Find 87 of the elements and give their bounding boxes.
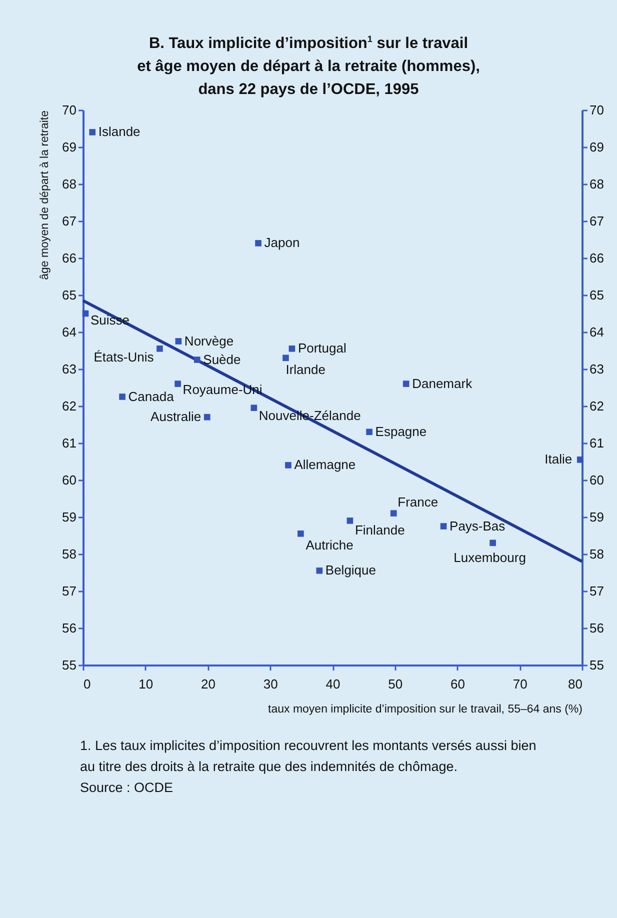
point bbox=[402, 380, 410, 387]
y-tick-label: 59 bbox=[62, 510, 76, 524]
x-tick-label: 10 bbox=[138, 676, 154, 692]
x-tick-label: 60 bbox=[450, 676, 465, 692]
y-tick-label: 60 bbox=[62, 472, 76, 488]
y-tick-label: 69 bbox=[62, 140, 76, 154]
x-tick-label: 50 bbox=[388, 676, 403, 692]
point bbox=[156, 345, 163, 352]
point bbox=[255, 240, 262, 246]
x-tick-label: 0 bbox=[84, 676, 91, 692]
point bbox=[298, 530, 304, 537]
y-tick-label: 62 bbox=[62, 398, 76, 414]
point bbox=[390, 510, 397, 516]
chart-title: B. Taux implicite d’imposition$^{1}$ sur le travail et âge moyen de départ à la retraite (hommes), dans 22 pays de l’OCDE, 1995 bbox=[136, 33, 481, 100]
point bbox=[174, 380, 181, 387]
y-tick-label: 67 bbox=[62, 214, 76, 228]
annotation: Canada bbox=[128, 388, 175, 404]
annotation: Espagne bbox=[375, 424, 427, 439]
y-tick-label: 55 bbox=[62, 658, 76, 672]
x-axis-title: taux moyen implicite d’imposition sur le travail, 55–64 ans (%) bbox=[268, 704, 583, 716]
point bbox=[194, 356, 200, 363]
point bbox=[346, 518, 354, 524]
point bbox=[490, 540, 496, 546]
source-note: Source : OCDE bbox=[80, 779, 174, 797]
y2-tick-label: 69 bbox=[590, 140, 604, 154]
annotation: Luxembourg bbox=[454, 550, 526, 565]
y2-tick-label: 65 bbox=[590, 288, 604, 302]
y2-tick-label: 64 bbox=[590, 324, 604, 340]
annotation: Allemagne bbox=[294, 457, 356, 472]
y2-tick-label: 68 bbox=[590, 176, 604, 192]
y-tick-label: 63 bbox=[62, 362, 76, 376]
y2-tick-label: 58 bbox=[590, 546, 604, 562]
x-tick-label: 30 bbox=[263, 676, 278, 692]
annotation: Irlande bbox=[286, 362, 326, 377]
annotation: Pays-Bas bbox=[450, 518, 506, 534]
y2-tick-label: 57 bbox=[590, 584, 604, 598]
point bbox=[175, 338, 182, 344]
annotation: Finlande bbox=[354, 522, 405, 538]
annotation: Autriche bbox=[306, 538, 354, 553]
annotation: Australie bbox=[150, 409, 202, 424]
point bbox=[89, 129, 96, 136]
annotation: Belgique bbox=[325, 562, 376, 578]
annotation: Japon bbox=[264, 235, 300, 250]
point bbox=[440, 523, 447, 530]
y2-tick-label: 60 bbox=[590, 472, 604, 488]
y-tick-label: 70 bbox=[62, 102, 76, 118]
y2-tick-label: 55 bbox=[590, 658, 604, 672]
point bbox=[366, 428, 372, 436]
point bbox=[82, 310, 89, 317]
point bbox=[316, 567, 323, 574]
x-tick-label: 40 bbox=[326, 676, 340, 692]
point bbox=[282, 354, 289, 362]
y-tick-label: 57 bbox=[62, 584, 76, 598]
y-tick-label: 56 bbox=[62, 620, 76, 636]
y2-tick-label: 59 bbox=[590, 510, 604, 524]
y-tick-label: 61 bbox=[62, 436, 76, 450]
x-tick-label: 70 bbox=[512, 676, 528, 692]
y2-tick-label: 67 bbox=[590, 214, 604, 228]
y-tick-label: 68 bbox=[62, 176, 76, 192]
y2-tick-label: 56 bbox=[590, 620, 604, 636]
text: 1. Les taux implicites d’imposition recouvrent les montants versés aussi bien au titre des droits à la retraite que des indemnités de chômage. bbox=[80, 737, 538, 776]
x-tick-label: 80 bbox=[568, 676, 582, 692]
annotation: Norvège bbox=[184, 333, 234, 348]
annotation: États-Unis bbox=[94, 350, 154, 365]
annotation: Islande bbox=[98, 124, 140, 140]
y-axis-title: âge moyen de départ à la retraite bbox=[39, 110, 52, 280]
y2-tick-label: 62 bbox=[590, 398, 604, 414]
annotation: Suède bbox=[203, 352, 241, 367]
y-tick-label: 65 bbox=[62, 288, 76, 302]
y-tick-label: 58 bbox=[62, 546, 76, 562]
annotation: Italie bbox=[544, 452, 572, 467]
annotation: France bbox=[398, 494, 438, 510]
x-tick-label: 20 bbox=[201, 676, 216, 692]
y2-tick-label: 66 bbox=[590, 250, 604, 266]
y2-tick-label: 70 bbox=[590, 102, 604, 118]
annotation: Danemark bbox=[412, 376, 473, 391]
point bbox=[288, 345, 296, 352]
point bbox=[576, 456, 584, 463]
y2-tick-label: 61 bbox=[590, 436, 604, 450]
point bbox=[119, 394, 126, 400]
point bbox=[250, 404, 258, 412]
annotation: Portugal bbox=[298, 340, 346, 356]
point bbox=[204, 414, 210, 420]
y2-tick-label: 63 bbox=[590, 362, 604, 376]
y-tick-label: 66 bbox=[62, 250, 76, 266]
y-tick-label: 64 bbox=[62, 324, 76, 340]
point bbox=[285, 462, 292, 468]
